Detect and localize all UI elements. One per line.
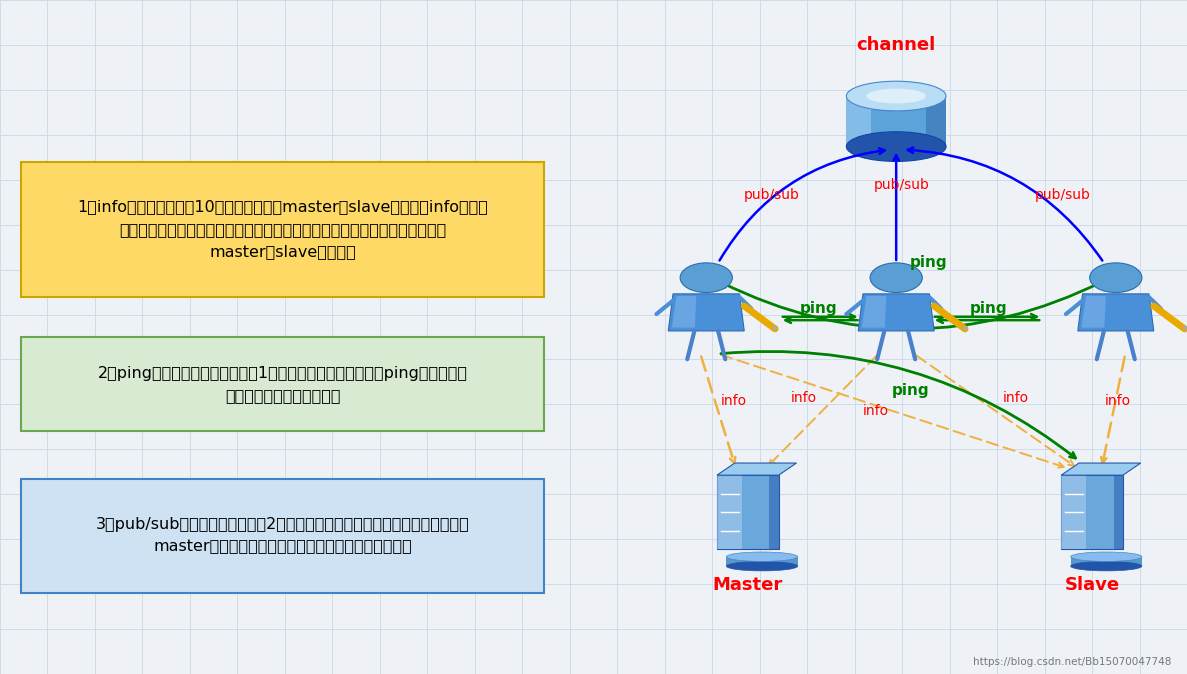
Polygon shape: [1113, 475, 1123, 549]
Text: Slave: Slave: [1065, 576, 1119, 594]
Text: pub/sub: pub/sub: [743, 189, 800, 202]
Ellipse shape: [867, 89, 926, 104]
Text: 2）ping：哨兵节点启动之后每隔1秒钟会向其他哨兵节点发送ping心跳，来检
测其他哨兵节点是否正常。: 2）ping：哨兵节点启动之后每隔1秒钟会向其他哨兵节点发送ping心跳，来检 …: [97, 365, 468, 403]
Circle shape: [870, 263, 922, 293]
Polygon shape: [1061, 475, 1086, 549]
Bar: [1071, 557, 1142, 566]
Text: 1）info：哨兵启动每间10秒钟会向所有的master与slave节点发送info指令来
获取信息，获取到信息之后将信息保存到当前的哨兵节点中，同时也可以检测: 1）info：哨兵启动每间10秒钟会向所有的master与slave节点发送in…: [77, 200, 488, 259]
Polygon shape: [668, 294, 744, 331]
Polygon shape: [1061, 463, 1141, 475]
Text: info: info: [862, 404, 889, 418]
Polygon shape: [858, 294, 934, 331]
Bar: [926, 96, 946, 147]
Ellipse shape: [1071, 561, 1142, 571]
Text: 3）pub/sub：每个哨兵节点每隔2秒钟会在一个指定的频道发布当前节点保存的
master信息，其他哨兵节点都会订阅该频道获取消息。: 3）pub/sub：每个哨兵节点每隔2秒钟会在一个指定的频道发布当前节点保存的 …: [96, 517, 469, 555]
Text: pub/sub: pub/sub: [1034, 189, 1091, 202]
Polygon shape: [717, 475, 742, 549]
Text: ping: ping: [800, 301, 838, 316]
Text: https://blog.csdn.net/Bb15070047748: https://blog.csdn.net/Bb15070047748: [973, 657, 1172, 667]
Ellipse shape: [726, 552, 798, 561]
Ellipse shape: [726, 561, 798, 571]
Polygon shape: [1061, 475, 1123, 549]
Polygon shape: [1078, 294, 1154, 331]
Polygon shape: [862, 296, 887, 328]
Text: info: info: [1105, 394, 1131, 408]
Text: info: info: [721, 394, 747, 408]
Bar: [846, 96, 946, 147]
FancyBboxPatch shape: [21, 337, 544, 431]
Circle shape: [680, 263, 732, 293]
Text: Master: Master: [712, 576, 783, 594]
Polygon shape: [717, 475, 779, 549]
Text: ping: ping: [970, 301, 1007, 316]
Text: ping: ping: [893, 384, 929, 398]
Text: info: info: [1002, 391, 1029, 404]
Polygon shape: [717, 463, 796, 475]
Text: pub/sub: pub/sub: [874, 179, 931, 192]
Ellipse shape: [1071, 552, 1142, 561]
Text: ping: ping: [910, 255, 947, 270]
Circle shape: [1090, 263, 1142, 293]
Ellipse shape: [846, 82, 946, 111]
Polygon shape: [672, 296, 697, 328]
Text: channel: channel: [857, 36, 935, 54]
FancyBboxPatch shape: [21, 479, 544, 593]
FancyBboxPatch shape: [21, 162, 544, 297]
Bar: [726, 557, 798, 566]
Bar: [846, 96, 871, 147]
Text: info: info: [791, 391, 818, 404]
Ellipse shape: [846, 132, 946, 161]
Polygon shape: [769, 475, 779, 549]
Polygon shape: [1081, 296, 1106, 328]
